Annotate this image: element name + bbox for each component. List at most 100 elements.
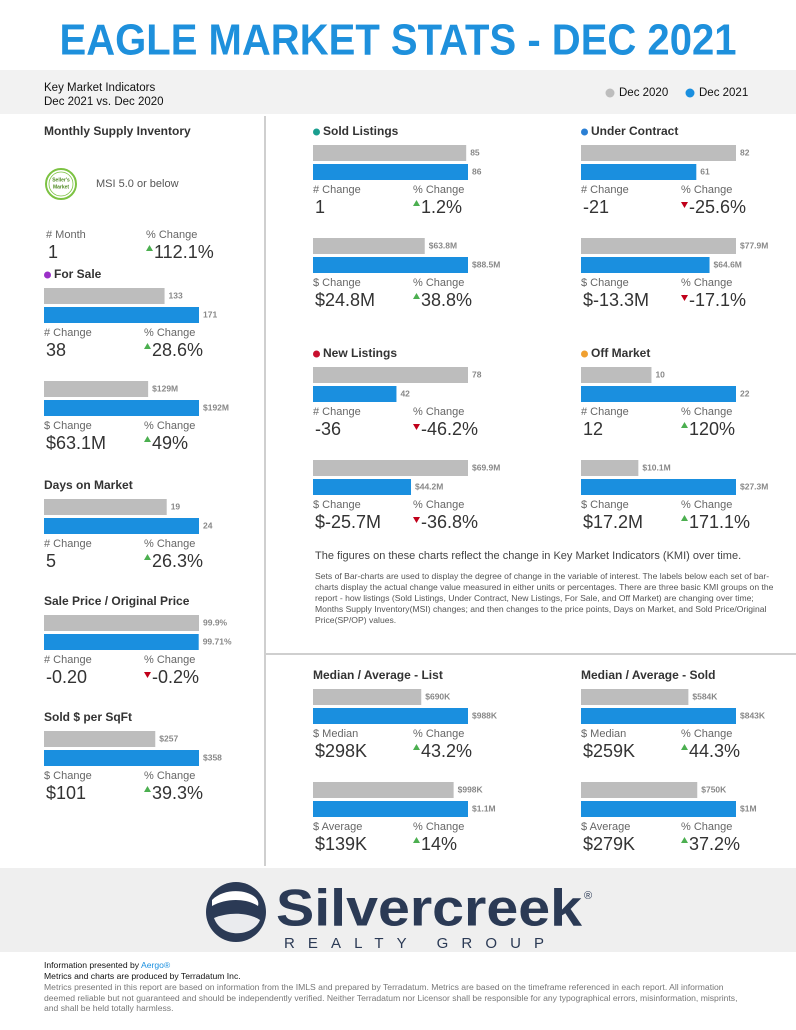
stat-label: # Change [581, 184, 629, 196]
stat-value: 38.8% [421, 290, 472, 310]
stat-label: % Change [413, 821, 464, 833]
stat-value: 49% [152, 433, 188, 453]
presented-prefix: Information presented by [44, 960, 141, 970]
stat-value: 14% [421, 834, 457, 854]
stat-label: # Change [581, 406, 629, 418]
bar-label: $44.2M [415, 481, 443, 491]
section-dot [581, 128, 588, 136]
bar-label: $257 [159, 733, 178, 743]
bar [313, 386, 397, 402]
bar-label: $358 [203, 752, 222, 762]
stat-value: $139K [315, 834, 367, 854]
section-title: Sale Price / Original Price [44, 594, 190, 608]
section-dot [313, 350, 320, 358]
stat-label: % Change [681, 184, 732, 196]
stat-value: 26.3% [152, 551, 203, 571]
stat-value: 1.2% [421, 197, 462, 217]
stat-label: % Change [413, 184, 464, 196]
arrow-up [413, 837, 420, 843]
bar-label: $10.1M [642, 462, 670, 472]
bar-label: $1.1M [472, 803, 496, 813]
arrow-down [144, 672, 151, 678]
bar [44, 615, 199, 631]
stat-value: 28.6% [152, 340, 203, 360]
presented-by[interactable]: Aergo® [140, 960, 171, 970]
bar [44, 634, 199, 650]
stat-label: $ Average [313, 821, 362, 833]
bar-label: $64.6M [714, 259, 742, 269]
stat-label: % Change [144, 538, 195, 550]
bar [44, 731, 156, 747]
disclaimer: Metrics presented in this report are bas… [44, 982, 738, 1013]
bar-label: $27.3M [740, 481, 768, 491]
bar [313, 801, 468, 817]
stat-label: $ Change [44, 420, 92, 432]
stat-label: $ Median [313, 728, 358, 740]
stat-value: 44.3% [689, 741, 740, 761]
arrow-up [681, 422, 688, 428]
bar [313, 460, 468, 476]
section-title: Under Contract [591, 124, 678, 138]
bar [581, 386, 736, 402]
stat-value: -21 [583, 197, 609, 217]
legend-swatch [605, 88, 615, 98]
bar-label: 22 [740, 388, 750, 398]
stat-label: % Change [413, 277, 464, 289]
bar-label: $129M [152, 383, 178, 393]
header-band [0, 70, 796, 114]
bar-label: $690K [425, 691, 451, 701]
stat-label: % Change [681, 277, 732, 289]
bar-label: 78 [472, 369, 482, 379]
bar [581, 164, 697, 180]
section-title: For Sale [54, 267, 102, 281]
bar-label: $843K [740, 710, 766, 720]
arrow-up [144, 436, 151, 442]
stat-label: # Change [44, 538, 92, 550]
arrow-up [413, 744, 420, 750]
stat-value: -46.2% [421, 419, 478, 439]
stat-label: % Change [144, 420, 195, 432]
stat-value: 39.3% [152, 783, 203, 803]
bar-label: 85 [470, 147, 480, 157]
badge [45, 168, 77, 200]
section-dot [313, 128, 320, 136]
bar [44, 400, 199, 416]
bar-label: 133 [169, 290, 183, 300]
arrow-up [144, 786, 151, 792]
arrow-up [146, 245, 153, 251]
badge-text: Seller's [52, 177, 70, 183]
stat-value: -36.8% [421, 512, 478, 532]
stat-label: % Change [681, 499, 732, 511]
bar-label: $988K [472, 710, 498, 720]
arrow-up [681, 837, 688, 843]
bar [313, 708, 468, 724]
stat-value: $279K [583, 834, 635, 854]
stat-label: # Change [44, 654, 92, 666]
stat-label: # Month [46, 229, 86, 241]
bar-label: $1M [740, 803, 757, 813]
bar-label: 61 [700, 166, 710, 176]
stat-value: -0.20 [46, 667, 87, 687]
bar-label: 99.71% [203, 636, 232, 646]
stat-label: $ Average [581, 821, 630, 833]
bar [581, 257, 710, 273]
bar [581, 460, 639, 476]
section-title: Median / Average - Sold [581, 668, 715, 682]
stat-value: $101 [46, 783, 86, 803]
bar [313, 689, 422, 705]
bar [581, 238, 736, 254]
stat-value: 43.2% [421, 741, 472, 761]
stat-label: # Change [313, 406, 361, 418]
stat-value: $-25.7M [315, 512, 381, 532]
stat-label: % Change [144, 770, 195, 782]
section-title: Median / Average - List [313, 668, 443, 682]
arrow-down [681, 295, 688, 301]
stat-value: -17.1% [689, 290, 746, 310]
stat-label: $ Median [581, 728, 626, 740]
page-title: EAGLE MARKET STATS - DEC 2021 [60, 16, 737, 65]
stat-value: $24.8M [315, 290, 375, 310]
bar-label: $69.9M [472, 462, 500, 472]
arrow-down [681, 202, 688, 208]
legend-label: Dec 2021 [699, 87, 748, 99]
